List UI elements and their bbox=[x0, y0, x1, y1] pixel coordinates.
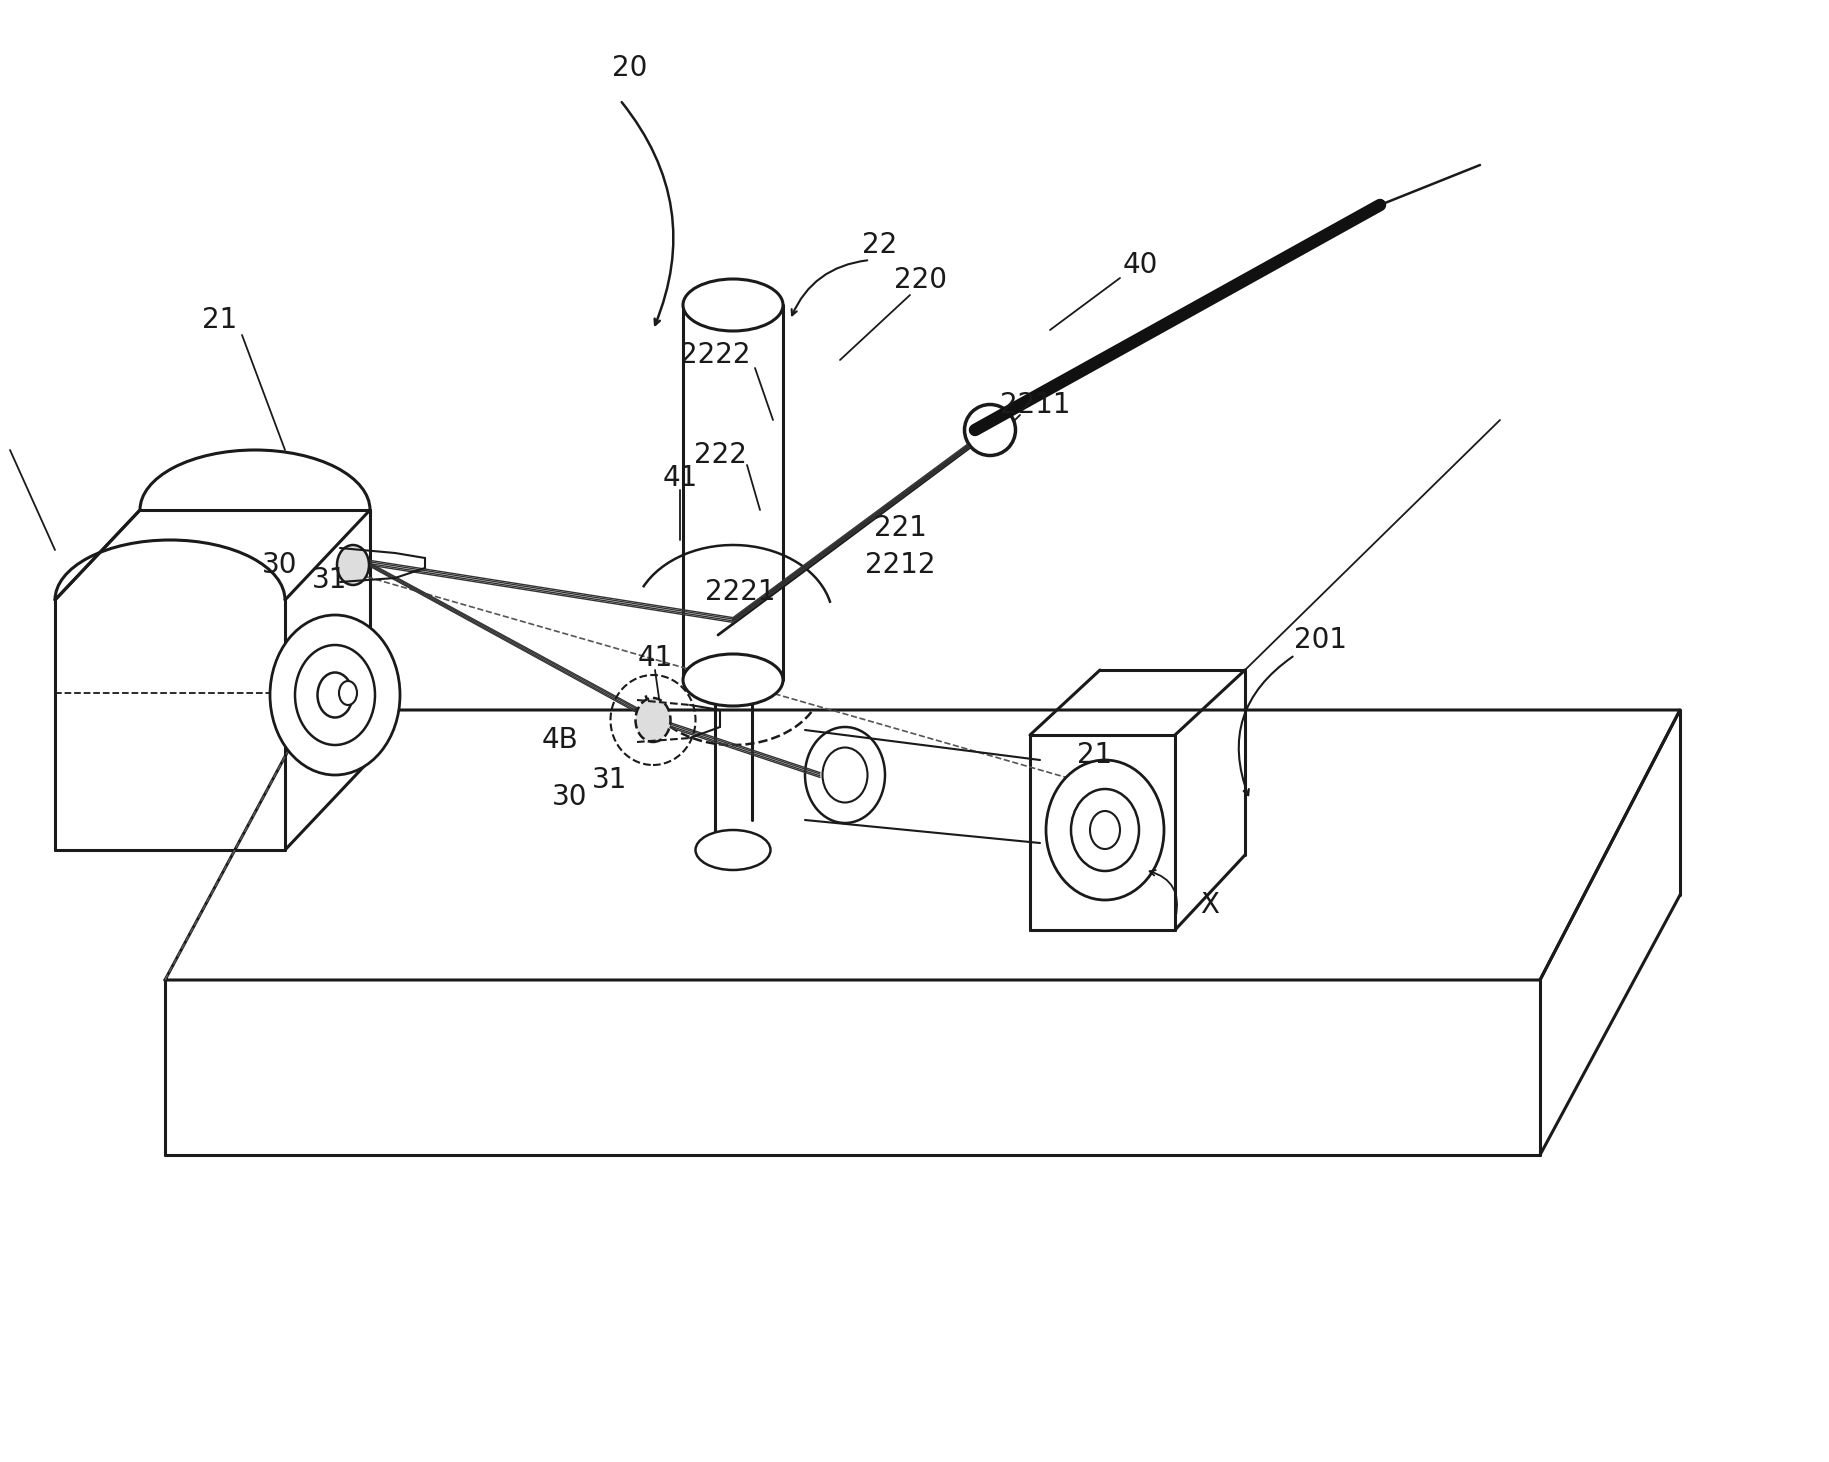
Ellipse shape bbox=[823, 747, 867, 803]
Ellipse shape bbox=[635, 697, 671, 743]
Text: 222: 222 bbox=[693, 442, 746, 469]
Text: 201: 201 bbox=[1293, 626, 1346, 654]
Text: 30: 30 bbox=[262, 551, 298, 579]
Ellipse shape bbox=[682, 654, 783, 706]
Ellipse shape bbox=[294, 645, 375, 746]
Text: 40: 40 bbox=[1123, 251, 1158, 279]
Text: 41: 41 bbox=[662, 463, 697, 493]
Text: 4B: 4B bbox=[541, 727, 578, 754]
Text: 21: 21 bbox=[203, 306, 238, 333]
Ellipse shape bbox=[318, 673, 353, 718]
Ellipse shape bbox=[271, 616, 401, 775]
Ellipse shape bbox=[337, 545, 369, 585]
Ellipse shape bbox=[964, 404, 1015, 456]
Ellipse shape bbox=[1046, 760, 1163, 901]
Ellipse shape bbox=[977, 417, 1004, 444]
Ellipse shape bbox=[695, 830, 770, 870]
Text: X: X bbox=[1200, 890, 1220, 920]
Text: 2221: 2221 bbox=[704, 577, 775, 607]
Text: 2212: 2212 bbox=[865, 551, 935, 579]
Text: 220: 220 bbox=[894, 266, 946, 294]
Ellipse shape bbox=[966, 405, 1015, 455]
Text: 30: 30 bbox=[552, 784, 587, 811]
Text: 2222: 2222 bbox=[680, 341, 750, 368]
Text: 31: 31 bbox=[313, 566, 348, 594]
Text: 31: 31 bbox=[593, 766, 627, 794]
Text: 2211: 2211 bbox=[1000, 390, 1070, 420]
Ellipse shape bbox=[805, 727, 885, 823]
Text: 22: 22 bbox=[863, 231, 898, 259]
Ellipse shape bbox=[1072, 789, 1139, 871]
Text: 20: 20 bbox=[613, 54, 647, 82]
Ellipse shape bbox=[338, 681, 357, 705]
Text: 21: 21 bbox=[1077, 741, 1112, 769]
Ellipse shape bbox=[682, 279, 783, 330]
Text: 41: 41 bbox=[636, 643, 673, 673]
Ellipse shape bbox=[1090, 811, 1119, 849]
Text: 221: 221 bbox=[874, 515, 927, 542]
